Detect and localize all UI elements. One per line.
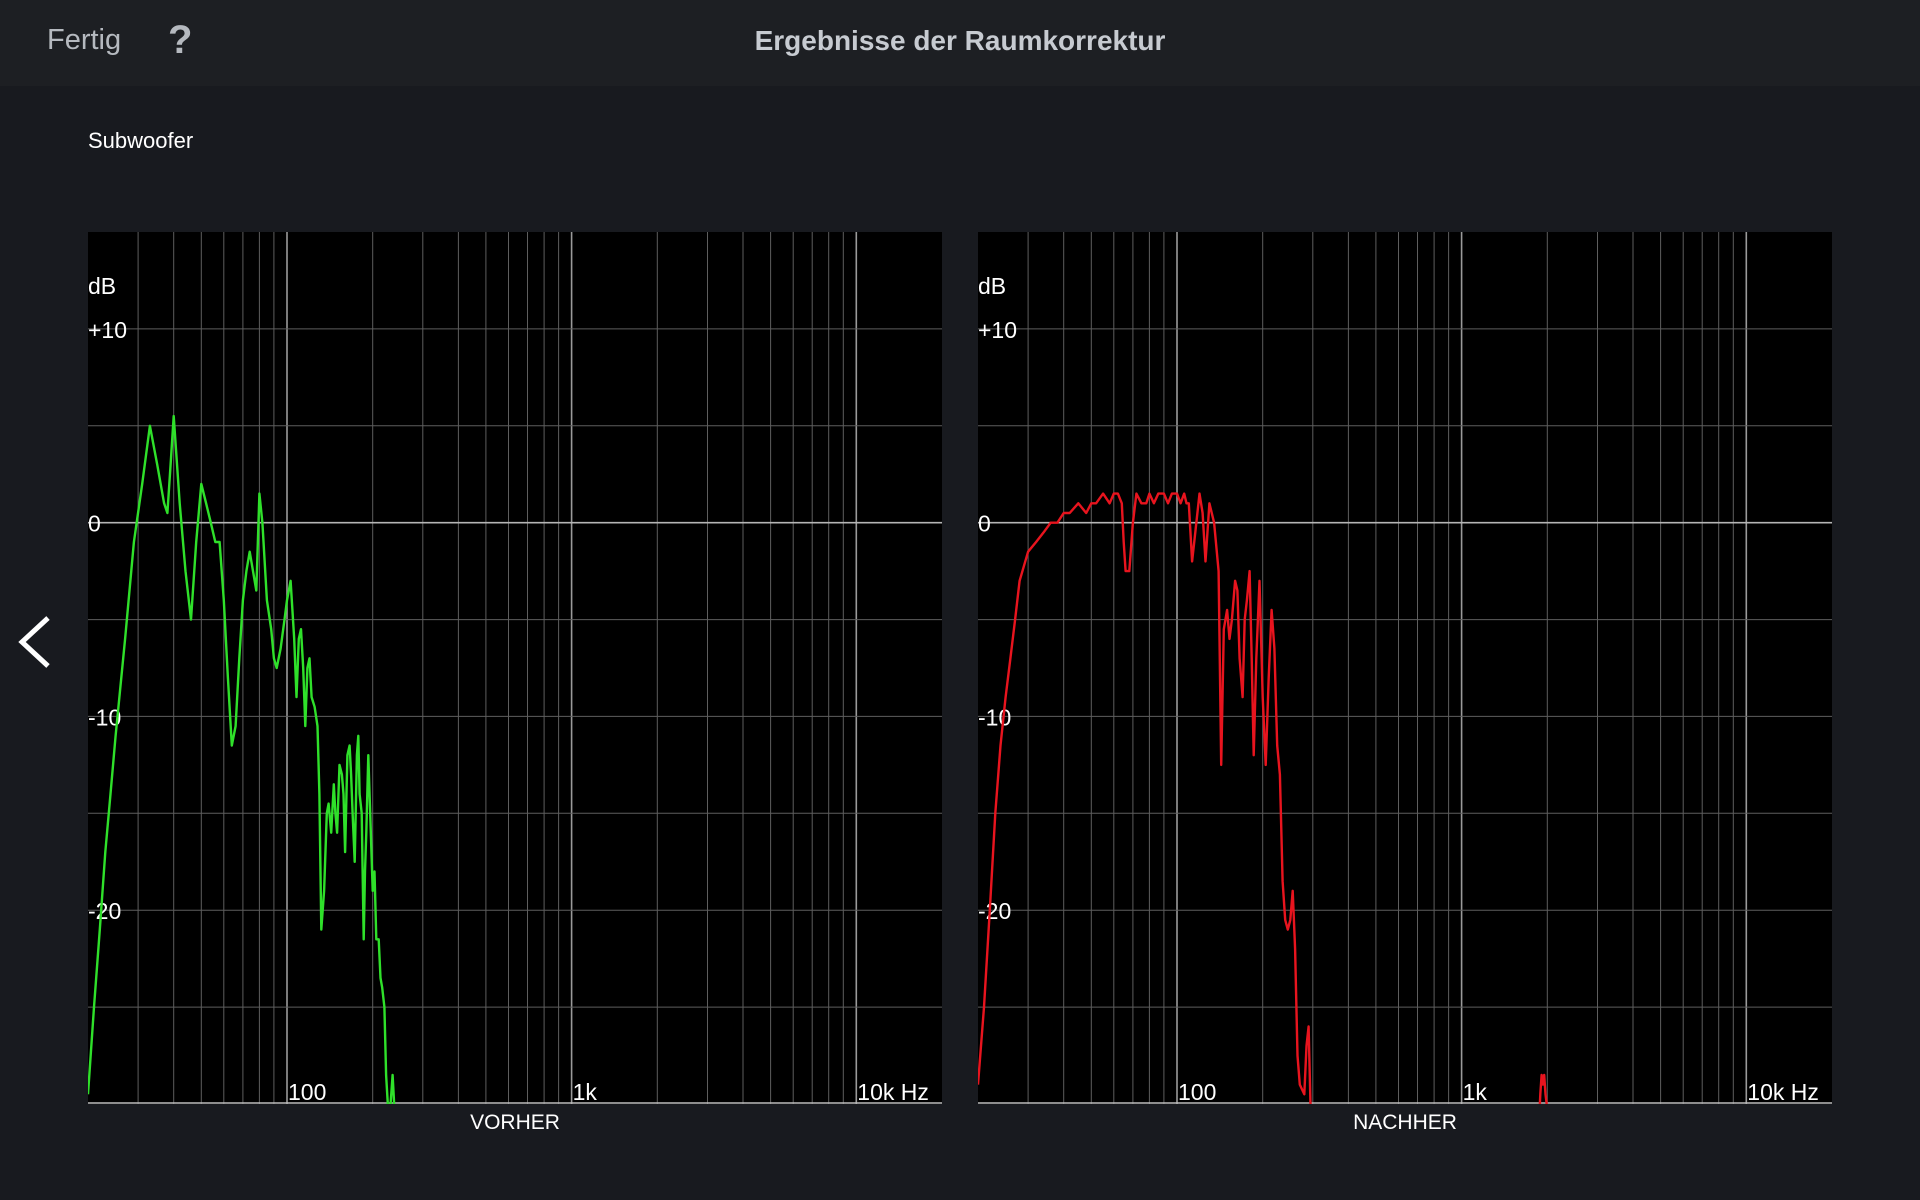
top-bar: Fertig ? Ergebnisse der Raumkorrektur	[0, 0, 1920, 86]
speaker-label: Subwoofer	[88, 128, 194, 153]
before-y-tick-label: 0	[88, 511, 101, 537]
after-y-tick-label: -10	[978, 704, 1011, 730]
after-y-tick-label: 0	[978, 511, 991, 537]
back-button[interactable]	[14, 612, 58, 672]
chart-before: dB +10 0 -10 -20 100 1k 10k Hz	[88, 232, 942, 1104]
after-x-tick-label: 10k Hz	[1747, 1079, 1819, 1104]
before-x-tick-label: 10k Hz	[857, 1079, 929, 1104]
before-x-tick-label: 100	[288, 1079, 326, 1104]
after-response-curve-2	[1539, 1075, 1548, 1104]
chart-after-plot: dB +10 0 -10 -20 100 1k 10k Hz	[978, 232, 1832, 1104]
chart-after-caption: NACHHER	[1353, 1111, 1457, 1134]
after-y-tick-label: -20	[978, 898, 1011, 924]
chart-after: dB +10 0 -10 -20 100 1k 10k Hz	[978, 232, 1832, 1104]
after-response-curve-1	[978, 494, 1317, 1104]
before-response-curve-1	[88, 416, 395, 1104]
before-x-tick-label: 1k	[573, 1079, 598, 1104]
before-y-tick-label: -20	[88, 898, 121, 924]
after-x-tick-label: 1k	[1463, 1079, 1488, 1104]
before-y-axis-label: dB	[88, 273, 116, 299]
after-y-tick-label: +10	[978, 317, 1017, 343]
done-button[interactable]: Fertig	[47, 24, 122, 56]
chevron-left-icon	[18, 616, 50, 668]
chart-before-caption: VORHER	[470, 1111, 560, 1134]
help-button[interactable]: ?	[168, 18, 193, 62]
after-x-tick-label: 100	[1178, 1079, 1216, 1104]
after-y-axis-label: dB	[978, 273, 1006, 299]
before-y-tick-label: +10	[88, 317, 127, 343]
page-title: Ergebnisse der Raumkorrektur	[754, 25, 1166, 56]
